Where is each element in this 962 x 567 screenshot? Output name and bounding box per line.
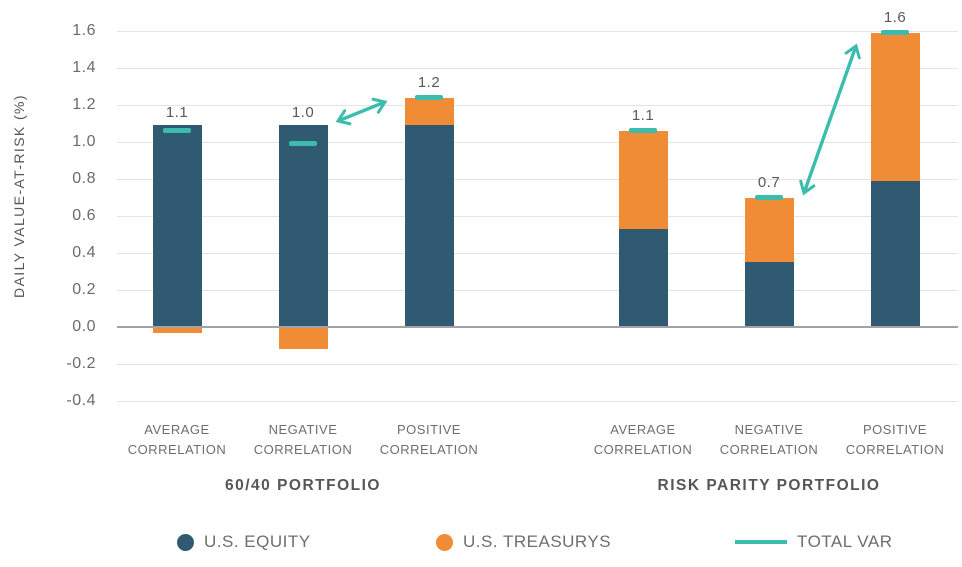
bar-value-label: 1.1	[631, 107, 655, 125]
y-tick-label: 0.4	[72, 244, 96, 261]
gridline	[117, 215, 958, 217]
y-tick-label: 1.4	[72, 59, 96, 76]
total-var-tick	[755, 195, 783, 200]
gridline	[117, 289, 958, 291]
y-tick-label: 0.8	[72, 170, 96, 187]
bar-equity-segment	[152, 125, 202, 327]
y-tick-label: 0.0	[72, 318, 96, 335]
bar-value-label: 1.6	[883, 9, 907, 27]
legend-line-swatch	[735, 540, 787, 544]
y-tick-label: 0.2	[72, 281, 96, 298]
bar-value-label: 1.0	[291, 104, 315, 122]
category-label: POSITIVE CORRELATION	[379, 422, 479, 457]
y-tick-label: -0.2	[66, 355, 96, 372]
portfolio-group-label: RISK PARITY PORTFOLIO	[657, 477, 881, 494]
bar-treasurys-segment	[618, 130, 668, 229]
category-label: NEGATIVE CORRELATION	[253, 422, 353, 457]
zero-axis-line	[117, 326, 958, 328]
bar-value-label: 1.2	[417, 74, 441, 92]
y-tick-label: -0.4	[66, 392, 96, 409]
bar-treasurys-segment	[744, 197, 794, 263]
legend-circle-swatch	[177, 533, 194, 551]
bar-equity-segment	[404, 125, 454, 327]
legend-item: TOTAL VAR	[735, 532, 893, 552]
bar-equity-segment	[278, 125, 328, 327]
bar-treasurys-segment	[152, 327, 202, 333]
gridline	[117, 363, 958, 365]
category-label: AVERAGE CORRELATION	[593, 422, 693, 457]
gridline	[117, 141, 958, 143]
gridline	[117, 252, 958, 254]
legend-label: TOTAL VAR	[797, 532, 893, 551]
bar-value-label: 0.7	[757, 174, 781, 191]
category-label: AVERAGE CORRELATION	[127, 422, 227, 457]
total-var-tick	[415, 95, 443, 101]
total-var-tick	[629, 128, 657, 134]
gridline	[117, 104, 958, 106]
y-tick-label: 1.0	[72, 133, 96, 150]
legend-circle-swatch	[436, 533, 453, 551]
bar-equity-segment	[618, 228, 668, 327]
bar-treasurys-segment	[870, 32, 920, 181]
category-label: POSITIVE CORRELATION	[845, 422, 945, 457]
gridline	[117, 30, 958, 32]
legend-label: U.S. TREASURYS	[463, 532, 612, 551]
y-axis-title: DAILY VALUE-AT-RISK (%)	[11, 94, 27, 298]
gridline	[117, 178, 958, 180]
gridline	[117, 67, 958, 69]
y-tick-label: 1.2	[72, 96, 96, 113]
gridline	[117, 400, 958, 402]
y-tick-label: 0.6	[72, 207, 96, 224]
bar-treasurys-segment	[278, 327, 328, 350]
portfolio-group-label: 60/40 PORTFOLIO	[224, 477, 381, 494]
bar-equity-segment	[744, 262, 794, 327]
total-var-tick	[289, 141, 317, 147]
bar-treasurys-segment	[404, 97, 454, 126]
legend-label: U.S. EQUITY	[204, 532, 311, 551]
y-tick-label: 1.6	[72, 22, 96, 39]
bar-equity-segment	[870, 180, 920, 327]
total-var-tick	[881, 30, 909, 36]
category-label: NEGATIVE CORRELATION	[719, 422, 819, 457]
legend-item: U.S. EQUITY	[177, 532, 311, 552]
bar-value-label: 1.1	[165, 104, 189, 122]
total-var-tick	[163, 128, 191, 134]
legend-item: U.S. TREASURYS	[436, 532, 611, 552]
